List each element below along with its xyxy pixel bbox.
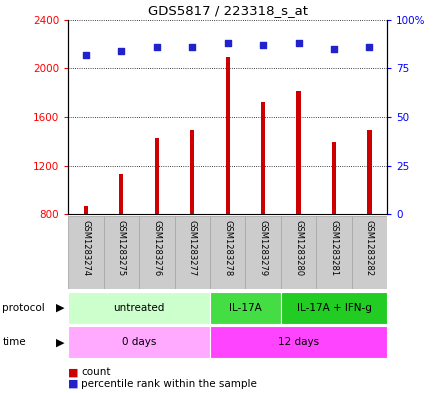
Bar: [281, 216, 316, 289]
Bar: [210, 216, 246, 289]
Text: GSM1283274: GSM1283274: [81, 220, 91, 276]
Text: ■: ■: [68, 379, 79, 389]
Bar: [155, 138, 159, 214]
Bar: [104, 216, 139, 289]
Point: [153, 44, 160, 50]
Text: IL-17A: IL-17A: [229, 303, 262, 313]
Text: GSM1283275: GSM1283275: [117, 220, 126, 276]
Bar: [367, 130, 372, 214]
Bar: [190, 130, 194, 214]
Text: GSM1283276: GSM1283276: [152, 220, 161, 276]
Text: GSM1283280: GSM1283280: [294, 220, 303, 276]
Bar: [226, 57, 230, 214]
Text: time: time: [2, 337, 26, 347]
Text: GSM1283282: GSM1283282: [365, 220, 374, 276]
Text: 12 days: 12 days: [278, 337, 319, 347]
Bar: [68, 216, 104, 289]
Text: IL-17A + IFN-g: IL-17A + IFN-g: [297, 303, 371, 313]
Point: [118, 48, 125, 54]
Title: GDS5817 / 223318_s_at: GDS5817 / 223318_s_at: [148, 4, 308, 17]
Bar: [68, 292, 210, 324]
Bar: [332, 142, 336, 214]
Bar: [316, 216, 352, 289]
Bar: [297, 92, 301, 214]
Text: untreated: untreated: [114, 303, 165, 313]
Bar: [119, 174, 124, 214]
Point: [295, 40, 302, 46]
Text: GSM1283279: GSM1283279: [259, 220, 268, 276]
Text: ■: ■: [68, 367, 79, 377]
Point: [82, 51, 89, 58]
Bar: [139, 216, 175, 289]
Bar: [261, 102, 265, 214]
Text: 0 days: 0 days: [122, 337, 156, 347]
Text: percentile rank within the sample: percentile rank within the sample: [81, 379, 257, 389]
Bar: [281, 292, 387, 324]
Point: [366, 44, 373, 50]
Bar: [210, 292, 281, 324]
Bar: [352, 216, 387, 289]
Bar: [68, 326, 210, 358]
Text: GSM1283281: GSM1283281: [330, 220, 338, 276]
Bar: [84, 206, 88, 214]
Text: ▶: ▶: [56, 337, 65, 347]
Point: [260, 42, 267, 48]
Text: protocol: protocol: [2, 303, 45, 313]
Point: [189, 44, 196, 50]
Bar: [246, 216, 281, 289]
Text: GSM1283277: GSM1283277: [188, 220, 197, 276]
Text: ▶: ▶: [56, 303, 65, 313]
Text: GSM1283278: GSM1283278: [223, 220, 232, 276]
Bar: [175, 216, 210, 289]
Point: [224, 40, 231, 46]
Bar: [210, 326, 387, 358]
Point: [330, 46, 337, 52]
Text: count: count: [81, 367, 111, 377]
